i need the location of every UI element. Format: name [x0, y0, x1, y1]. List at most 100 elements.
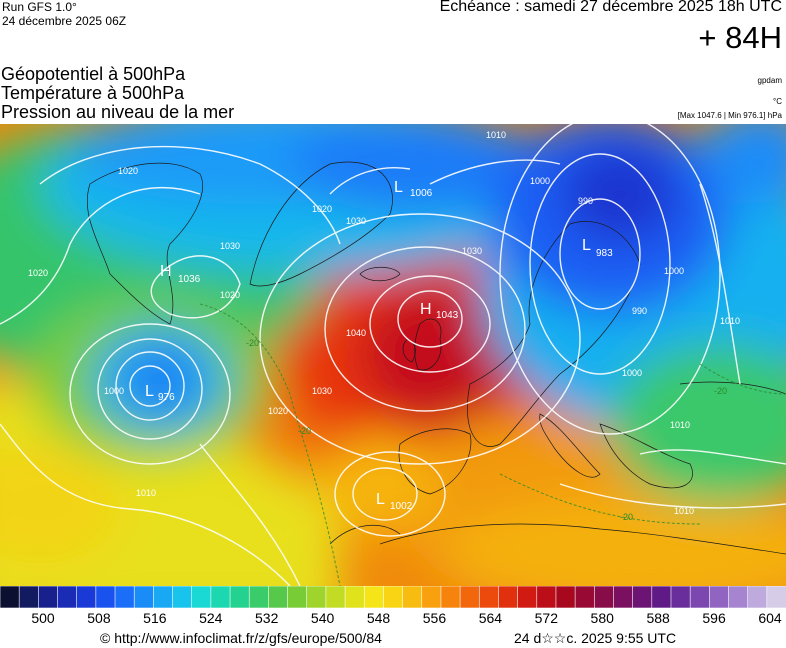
center-high-2-value: 1043: [436, 310, 459, 321]
isobar-label: 1020: [118, 166, 138, 176]
scale-swatch: [651, 586, 672, 608]
run-label: Run GFS 1.0°: [2, 0, 77, 14]
scale-swatch: [459, 586, 481, 608]
scale-swatch: [670, 586, 691, 608]
center-low-1-value: 976: [158, 392, 175, 403]
scale-swatch: [536, 586, 557, 608]
scale-label: 556: [422, 610, 447, 626]
scale-label: 596: [702, 610, 726, 626]
isobar-label: 1030: [346, 216, 366, 226]
scale-swatch: [57, 586, 78, 608]
scale-swatch: [613, 586, 634, 608]
isobar-label: 1030: [312, 386, 332, 396]
unit-temperature: °C: [773, 97, 782, 106]
isobar-label: 1030: [462, 246, 482, 256]
center-high-1-value: 1036: [178, 274, 201, 285]
param-geopotential: Géopotentiel à 500hPa: [1, 64, 186, 84]
isobar-label: 1020: [268, 406, 288, 416]
scale-swatch: [114, 586, 135, 608]
temperature-labels: -20 -20 -20 -20: [246, 338, 727, 522]
scale-swatch: [709, 586, 730, 608]
isobar-label: 1010: [720, 316, 740, 326]
isobar-label: 1030: [220, 241, 240, 251]
temperature-label: -20: [714, 386, 727, 396]
scale-swatch: [287, 586, 308, 608]
center-low-2-letter: L: [582, 237, 591, 254]
scale-label: 580: [590, 610, 614, 626]
scale-swatch: [268, 586, 289, 608]
temperature-lines: [199, 303, 786, 586]
isobar-label: 1010: [486, 130, 506, 140]
scale-swatch: [478, 586, 500, 608]
scale-swatch: [440, 586, 461, 608]
scale-label: 524: [199, 610, 223, 626]
param-pressure: Pression au niveau de la mer: [1, 102, 235, 122]
forecast-hour: + 84H: [698, 20, 782, 55]
scale-label: 572: [534, 610, 558, 626]
center-low-4-value: 1002: [390, 501, 413, 512]
isobar-label: 990: [578, 196, 593, 206]
center-low-1-letter: L: [145, 383, 154, 400]
generation-timestamp: 24 d☆☆c. 2025 9:55 UTC: [514, 630, 677, 646]
color-scale: [0, 586, 786, 608]
scale-swatch: [421, 586, 442, 608]
scale-swatch: [191, 586, 212, 608]
pressure-range: [Max 1047.6 | Min 976.1] hPa: [677, 111, 782, 120]
isobar-label: 1020: [28, 268, 48, 278]
scale-swatch: [133, 586, 155, 608]
scale-label: 540: [310, 610, 335, 626]
isobar-label: 1000: [530, 176, 550, 186]
scale-label: 532: [255, 610, 279, 626]
scale-label: 548: [366, 610, 391, 626]
temperature-label: -20: [246, 338, 259, 348]
scale-swatch: [76, 586, 97, 608]
scale-label: 564: [478, 610, 503, 626]
center-low-3-letter: L: [394, 179, 403, 196]
isobar-label: 1010: [674, 506, 694, 516]
scale-swatch: [172, 586, 193, 608]
isobars: [0, 124, 786, 586]
center-low-2-value: 983: [596, 248, 613, 259]
scale-swatch: [306, 586, 327, 608]
scale-swatch: [95, 586, 116, 608]
isobar-label: 1010: [136, 488, 156, 498]
param-temperature: Température à 500hPa: [1, 83, 185, 103]
scale-swatch: [402, 586, 423, 608]
scale-swatch: [18, 586, 40, 608]
scale-swatch: [728, 586, 749, 608]
scale-label: 588: [646, 610, 670, 626]
scale-swatch: [498, 586, 519, 608]
isobar-label: 1020: [220, 290, 240, 300]
scale-swatch: [766, 586, 786, 608]
scale-swatch: [555, 586, 576, 608]
scale-swatch: [0, 586, 20, 608]
scale-swatch: [38, 586, 59, 608]
isobar-label: 1020: [312, 204, 332, 214]
geopotential-field: [0, 124, 786, 586]
isobar-label: 1000: [664, 266, 684, 276]
scale-swatch: [593, 586, 615, 608]
source-credit: © http://www.infoclimat.fr/z/gfs/europe/…: [100, 630, 382, 646]
forecast-valid-time: Echéance : samedi 27 décembre 2025 18h U…: [439, 0, 782, 15]
coastlines: [86, 161, 786, 555]
temperature-label: -20: [620, 512, 633, 522]
scale-swatch: [325, 586, 346, 608]
scale-swatch: [574, 586, 596, 608]
isobar-labels: 1020 1030 1020 1030 1020 1040 1030 1020 …: [28, 130, 740, 516]
scale-swatch: [747, 586, 768, 608]
center-low-3-value: 1006: [410, 188, 433, 199]
center-low-4-letter: L: [376, 491, 385, 508]
pressure-centers: H 1036 L 976 H 1043 L 983 L 1006 L 1002: [145, 179, 613, 512]
scale-swatch: [689, 586, 711, 608]
center-high-2-letter: H: [420, 301, 432, 318]
scale-label: 604: [758, 610, 782, 626]
isobar-label: 990: [632, 306, 647, 316]
isobar-label: 1000: [622, 368, 642, 378]
scale-swatch: [632, 586, 653, 608]
run-date: 24 décembre 2025 06Z: [2, 14, 127, 28]
scale-label: 516: [143, 610, 167, 626]
scale-swatch: [517, 586, 538, 608]
scale-swatch: [153, 586, 174, 608]
isobar-label: 1000: [104, 386, 124, 396]
scale-swatch: [210, 586, 231, 608]
